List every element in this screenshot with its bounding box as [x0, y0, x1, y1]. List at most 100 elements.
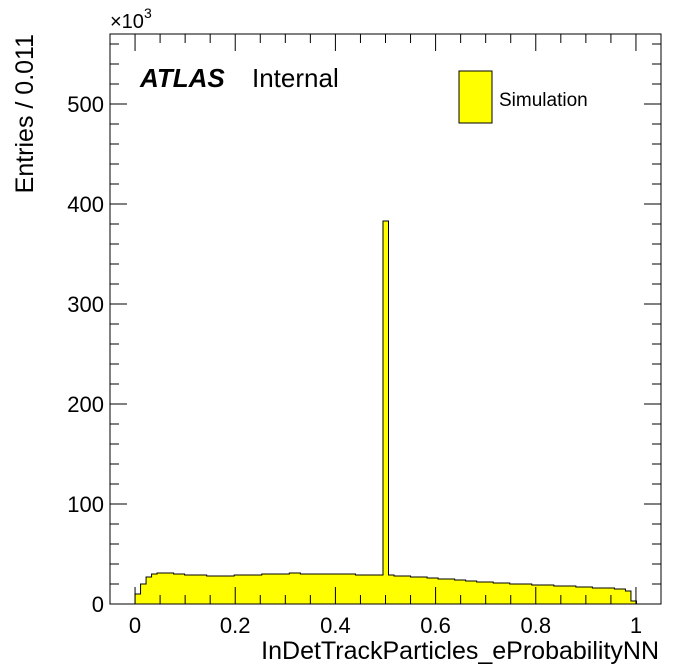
- histogram-bin: [575, 587, 582, 604]
- histogram-bin: [625, 591, 632, 604]
- histogram-bin: [360, 575, 367, 604]
- histogram-bin: [553, 586, 560, 604]
- histogram-bin: [531, 585, 538, 604]
- histogram-bin: [300, 574, 307, 604]
- histogram-bin: [283, 574, 290, 604]
- histogram-bin: [179, 574, 186, 604]
- histogram-bin: [515, 584, 522, 604]
- histogram-bin: [476, 582, 483, 604]
- histogram-bin: [316, 574, 323, 604]
- histogram-bin: [394, 576, 400, 604]
- histogram-bin: [382, 221, 389, 604]
- histogram-bin: [482, 582, 489, 604]
- legend-entry-simulation: Simulation: [499, 90, 588, 111]
- histogram-bin: [206, 576, 213, 604]
- histogram-bin: [338, 574, 345, 604]
- histogram-bin: [399, 576, 406, 604]
- histogram-bin: [135, 594, 141, 604]
- histogram-bin: [146, 577, 152, 604]
- x-tick-labels: 0 0.2 0.4 0.6 0.8 1: [129, 613, 642, 638]
- x-tick-label: 0.4: [320, 613, 351, 638]
- y-multiplier-base: ×10: [110, 11, 144, 33]
- y-axis-title: Entries / 0.011: [11, 34, 39, 193]
- histogram-bin: [327, 574, 334, 604]
- histogram-bin: [256, 575, 263, 604]
- histogram-bin: [151, 574, 158, 604]
- histogram-bin: [355, 575, 362, 604]
- y-tick-label: 500: [67, 92, 104, 117]
- histogram-bin: [570, 586, 577, 604]
- histogram-bin: [250, 575, 257, 604]
- histogram-bin: [427, 578, 433, 604]
- histogram-bin: [190, 575, 197, 604]
- y-tick-label: 100: [67, 492, 104, 517]
- histogram-bin: [471, 581, 478, 604]
- histogram-bin: [289, 573, 296, 604]
- x-axis-title: InDetTrackParticles_eProbabilityNN: [261, 637, 659, 665]
- histogram-bin: [449, 579, 456, 604]
- histogram-bin: [614, 589, 621, 604]
- y-tick-label: 400: [67, 192, 104, 217]
- histogram-bin: [377, 575, 384, 604]
- y-tick-label: 300: [67, 292, 104, 317]
- legend: Simulation: [458, 70, 588, 124]
- histogram-bin: [184, 575, 191, 604]
- histogram-bin: [410, 577, 417, 604]
- histogram-outline: [134, 220, 637, 604]
- histogram-bin: [520, 584, 527, 604]
- histogram-bin: [294, 573, 301, 604]
- histogram-bin: [366, 575, 373, 604]
- histogram-bin: [603, 588, 610, 604]
- atlas-status-label: Internal: [252, 63, 339, 93]
- histogram-bin: [305, 574, 312, 604]
- x-tick-label: 0.2: [220, 613, 251, 638]
- histogram-bin: [217, 576, 224, 604]
- histogram-bin: [239, 575, 246, 604]
- histogram-bars: [135, 221, 637, 604]
- y-tick-label: 200: [67, 392, 104, 417]
- histogram-bin: [201, 575, 208, 604]
- histogram-bin: [267, 574, 274, 604]
- histogram-bin: [349, 574, 356, 604]
- histogram-bin: [586, 587, 593, 604]
- histogram-bin: [619, 589, 626, 604]
- histogram-bin: [223, 576, 230, 604]
- x-tick-label: 0: [129, 613, 141, 638]
- histogram-bin: [212, 576, 219, 604]
- y-multiplier: ×103: [110, 5, 152, 33]
- x-tick-label: 0.6: [420, 613, 451, 638]
- histogram-bin: [322, 574, 329, 604]
- histogram-bin: [438, 579, 445, 604]
- histogram-bin: [559, 586, 566, 604]
- histogram-bin: [421, 577, 428, 604]
- histogram-bin: [509, 584, 516, 604]
- y-tick-labels: 0 100 200 300 400 500: [67, 92, 104, 617]
- histogram-bin: [388, 575, 395, 604]
- histogram-bin: [608, 588, 615, 604]
- histogram-bin: [454, 580, 461, 604]
- axis-ticks: [109, 34, 662, 605]
- histogram-bin: [278, 574, 285, 604]
- histogram-bin: [162, 573, 169, 604]
- histogram-bin: [416, 577, 422, 604]
- histogram-bin: [597, 588, 604, 604]
- y-multiplier-exponent: 3: [144, 5, 152, 21]
- histogram-bin: [592, 588, 599, 604]
- x-tick-label: 0.8: [520, 613, 551, 638]
- histogram-bin: [261, 574, 268, 604]
- histogram-bin: [245, 575, 252, 604]
- histogram-bin: [234, 575, 241, 604]
- histogram-bin: [228, 576, 235, 604]
- histogram-bin: [344, 574, 351, 604]
- histogram-bin: [581, 587, 588, 604]
- histogram-bin: [405, 576, 411, 604]
- histogram-bin: [630, 601, 637, 604]
- histogram-bin: [465, 581, 472, 604]
- histogram-bin: [157, 573, 163, 604]
- histogram-bin: [168, 573, 175, 604]
- histogram-bin: [487, 582, 494, 604]
- histogram-bin: [526, 584, 533, 604]
- histogram-bin: [195, 575, 202, 604]
- histogram-bin: [333, 574, 340, 604]
- histogram-bin: [460, 580, 467, 604]
